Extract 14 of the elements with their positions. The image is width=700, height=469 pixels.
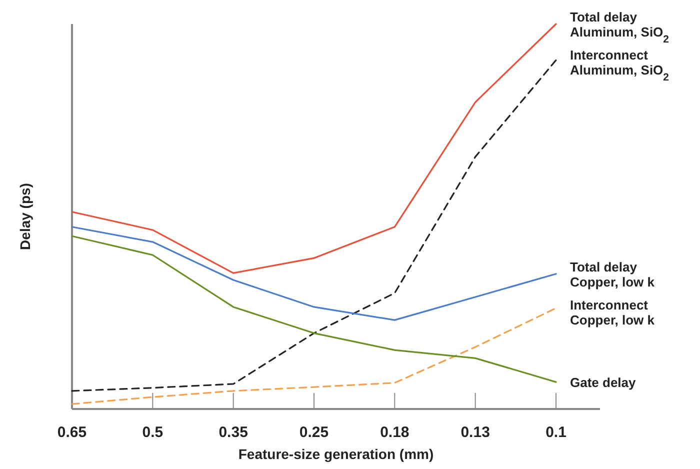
series-label: Interconnect Copper, low k [570,297,656,328]
x-tick-label: 0.5 [142,424,164,441]
series-label: Gate delay [570,375,637,390]
x-tick-label: 0.1 [546,424,566,441]
x-tick-label: 0.35 [218,424,248,441]
series-label: Interconnect Aluminum, SiO$_{2}$ [570,48,670,83]
x-tick-label: 0.18 [380,424,410,441]
series-label: Total delay Copper, low k [570,259,656,290]
x-tick-label: 0.65 [57,424,87,441]
y-axis-title: Delay (ps) [17,183,33,250]
series-label: Total delay Aluminum, SiO$_{2}$ [570,10,670,45]
x-tick-label: 0.25 [299,424,329,441]
x-tick-label: 0.13 [460,424,490,441]
x-axis-title: Feature-size generation (mm) [238,446,434,462]
